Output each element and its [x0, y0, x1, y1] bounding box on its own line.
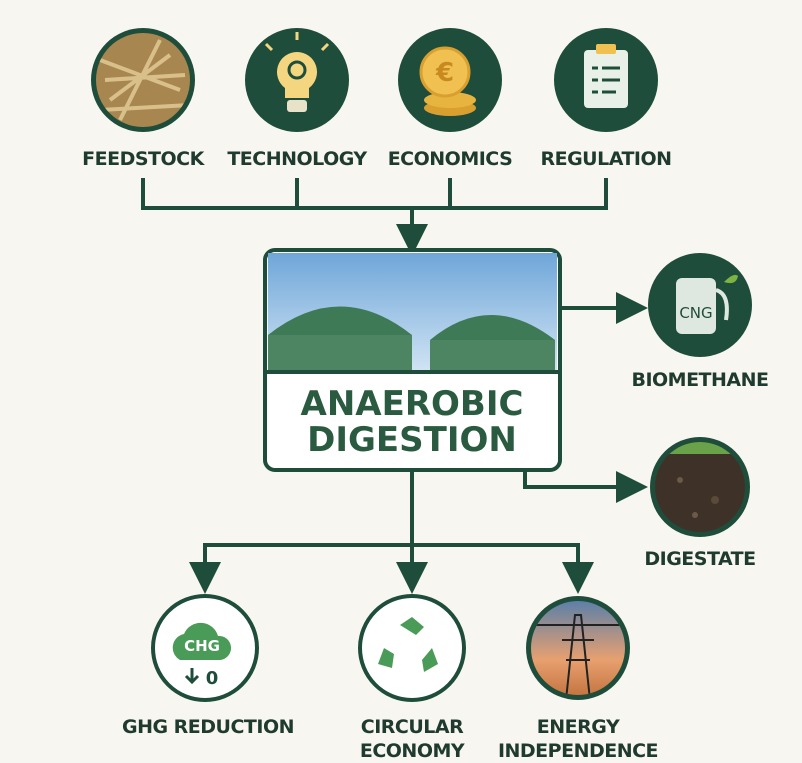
icon-text: CNG — [679, 304, 712, 322]
label: INDEPENDENCE — [498, 740, 658, 762]
icon-text: € — [435, 58, 454, 88]
label: ECONOMY — [360, 740, 465, 762]
benefit-circular: CIRCULAR ECONOMY — [360, 596, 465, 762]
center-title: ANAEROBIC — [301, 384, 524, 424]
label: DIGESTATE — [644, 548, 755, 570]
label: ENERGY — [537, 716, 620, 738]
label: TECHNOLOGY — [227, 148, 367, 170]
label: GHG REDUCTION — [122, 716, 294, 738]
label: BIOMETHANE — [631, 369, 768, 391]
label: FEEDSTOCK — [82, 148, 205, 170]
label: ECONOMICS — [388, 148, 513, 170]
label: REGULATION — [540, 148, 671, 170]
center-box: ANAEROBIC DIGESTION — [265, 250, 560, 470]
label: CIRCULAR — [361, 716, 464, 738]
diagram: FEEDSTOCK TECHNOLOGY € ECONOMICS REGULAT… — [0, 0, 802, 763]
icon-text: CHG — [184, 637, 220, 655]
icon-text: 0 — [206, 668, 219, 689]
product-digestate: DIGESTATE — [644, 437, 755, 570]
center-title: DIGESTION — [307, 420, 517, 460]
